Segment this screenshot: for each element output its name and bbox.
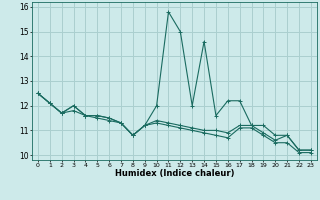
X-axis label: Humidex (Indice chaleur): Humidex (Indice chaleur): [115, 169, 234, 178]
